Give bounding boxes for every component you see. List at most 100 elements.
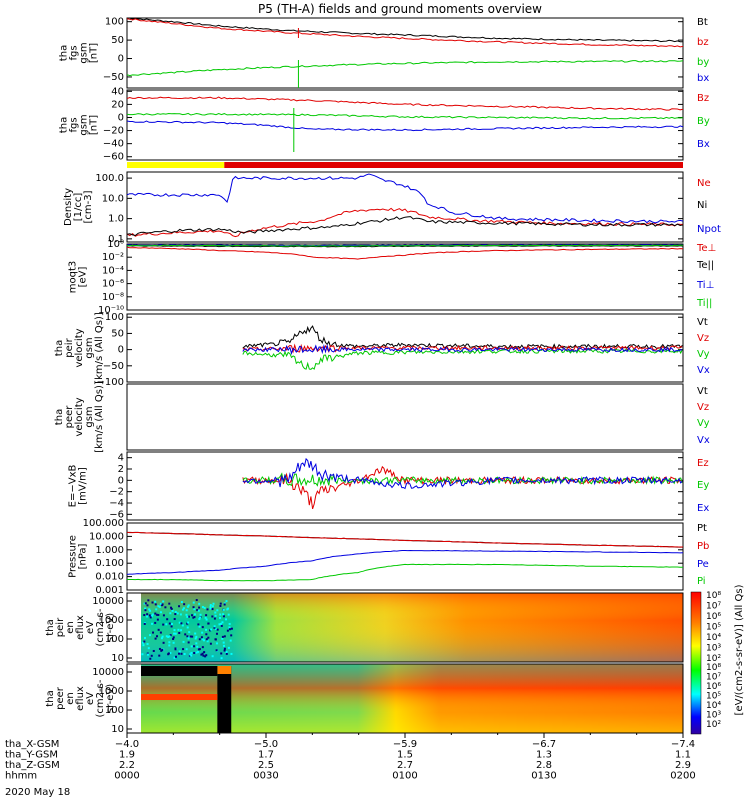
panel-ylabel: E=−VxB[mV/m] xyxy=(68,465,89,508)
spectrogram-pixel xyxy=(155,608,158,611)
spectrogram-pixel xyxy=(218,623,221,626)
spectrogram-pixel xyxy=(181,624,184,627)
legend-label-Te⊥: Te⊥ xyxy=(696,243,716,254)
spectrogram-pixel xyxy=(221,635,224,638)
spectrogram-pixel xyxy=(168,641,171,644)
colorbar-tick: 10⁵ xyxy=(706,623,721,633)
spectrogram-pixel xyxy=(215,642,218,645)
spectrogram-pixel xyxy=(223,649,226,652)
data-gap-top xyxy=(217,666,232,674)
spectrogram-pixel xyxy=(172,636,175,639)
spectrogram-pixel xyxy=(201,626,204,629)
spectrogram-pixel xyxy=(198,625,201,628)
spectrogram-pixel xyxy=(222,644,225,647)
ytick-label: 0.100 xyxy=(95,558,124,569)
spectrogram-pixel xyxy=(186,615,189,618)
spectrogram-pixel xyxy=(215,649,218,652)
spectrogram-pixel xyxy=(154,637,157,640)
colorbar-tick: 10⁷ xyxy=(706,673,721,683)
spectrogram-pixel xyxy=(201,638,204,641)
spectrogram-pixel xyxy=(188,631,191,634)
colorbar-tick: 10⁷ xyxy=(706,602,721,612)
spectrogram-pixel xyxy=(144,609,147,612)
time-axis: tha_X-GSM −4.0 −5.0 −5.9 −6.7 −7.4 tha_Y-GSM 1.… xyxy=(5,733,696,798)
panel-ylabel: thapeervelocitygsm[km/s (All Qs)] xyxy=(54,381,105,453)
legend-label-Vy: Vy xyxy=(697,418,710,429)
series-line-Bx xyxy=(126,120,684,132)
colorbar-tick: 10⁸ xyxy=(706,663,721,673)
xaxis-value: 1.7 xyxy=(258,750,274,761)
spectrogram-pixel xyxy=(182,648,185,651)
spectrogram-pixel xyxy=(169,652,172,655)
spectrogram-pixel xyxy=(186,635,189,638)
spectrogram-pixel xyxy=(225,650,228,653)
spectrogram-pixel xyxy=(186,626,189,629)
spectrogram-pixel xyxy=(223,603,226,606)
ytick-label: 0 xyxy=(118,112,124,123)
legend-label-Ey: Ey xyxy=(697,480,709,491)
spectrogram-pixel xyxy=(205,638,208,641)
ytick-label: 0.010 xyxy=(95,572,124,583)
ytick-label: −50 xyxy=(103,72,124,83)
spectrogram-pixel xyxy=(161,635,164,638)
spectrogram-pixel xyxy=(165,623,168,626)
spectrogram-pixel xyxy=(205,618,208,621)
ytick-label: −100 xyxy=(97,377,124,388)
xaxis-value: 1.5 xyxy=(397,750,413,761)
ytick-label: 10⁰ xyxy=(107,239,124,250)
spectrogram-pixel xyxy=(189,653,192,656)
spectrogram-pixel xyxy=(159,602,162,605)
series-line-Pb xyxy=(126,531,684,548)
spectrogram-pixel xyxy=(173,618,176,621)
spectrogram-pixel xyxy=(142,644,145,647)
spectrogram-pixel xyxy=(180,629,183,632)
spectrogram-pixel xyxy=(192,606,195,609)
spectrogram-pixel xyxy=(185,609,188,612)
ytick-label: 4 xyxy=(118,453,124,464)
spectrogram-pixel xyxy=(203,639,206,642)
spectrogram-pixel xyxy=(174,613,177,616)
series-line-Te⊥ xyxy=(126,246,684,260)
ytick-label: 10000 xyxy=(92,596,124,607)
spectrogram-pixel xyxy=(191,614,194,617)
spectrogram-pixel xyxy=(185,613,188,616)
ytick-label: 10⁻⁸ xyxy=(102,292,124,303)
ytick-label: 10 xyxy=(111,724,124,735)
spectrogram-pixel xyxy=(158,654,161,657)
spectrogram-pixel xyxy=(222,641,225,644)
spectrogram-pixel xyxy=(157,605,160,608)
ytick-label: 10⁻⁶ xyxy=(102,279,124,290)
spectrogram-pixel xyxy=(215,627,218,630)
ytick-label: 100 xyxy=(105,312,124,323)
spectrogram-pixel xyxy=(143,602,146,605)
spectrogram-pixel xyxy=(172,641,175,644)
spectrogram-pixel xyxy=(190,654,193,657)
legend-label-Ni: Ni xyxy=(697,200,707,211)
mode-bar-slow xyxy=(127,162,225,168)
spectrogram-pixel xyxy=(230,627,233,630)
spectrogram-pixel xyxy=(193,616,196,619)
legend-label-Ti||: Ti|| xyxy=(696,298,712,309)
spectrogram-pixel xyxy=(182,607,185,610)
spectrogram-pixel xyxy=(178,652,181,655)
spectrogram-pixel xyxy=(198,602,201,605)
spectrogram-pixel xyxy=(227,613,230,616)
spectrogram-pixel xyxy=(156,618,159,621)
spectrogram-pixel xyxy=(211,615,214,618)
spectrogram-pixel xyxy=(174,632,177,635)
spectrogram-pixel xyxy=(195,642,198,645)
spectrogram-pixel xyxy=(195,635,198,638)
legend-label-Bz: Bz xyxy=(697,93,709,104)
spectrogram-pixel xyxy=(186,622,189,625)
mode-bar-fast xyxy=(224,162,684,168)
spectrogram-pixel xyxy=(167,653,170,656)
ytick-label: −2 xyxy=(109,487,124,498)
spectrogram-pixel xyxy=(184,633,187,636)
spectrogram-pixel xyxy=(143,640,146,643)
spectrogram-pixel xyxy=(157,628,160,631)
spectrogram-pixel xyxy=(149,616,152,619)
xaxis-value: −5.9 xyxy=(393,739,417,750)
spectrogram-pixel xyxy=(165,635,168,638)
panel-frame xyxy=(126,451,684,521)
spectrogram-pixel xyxy=(155,613,158,616)
